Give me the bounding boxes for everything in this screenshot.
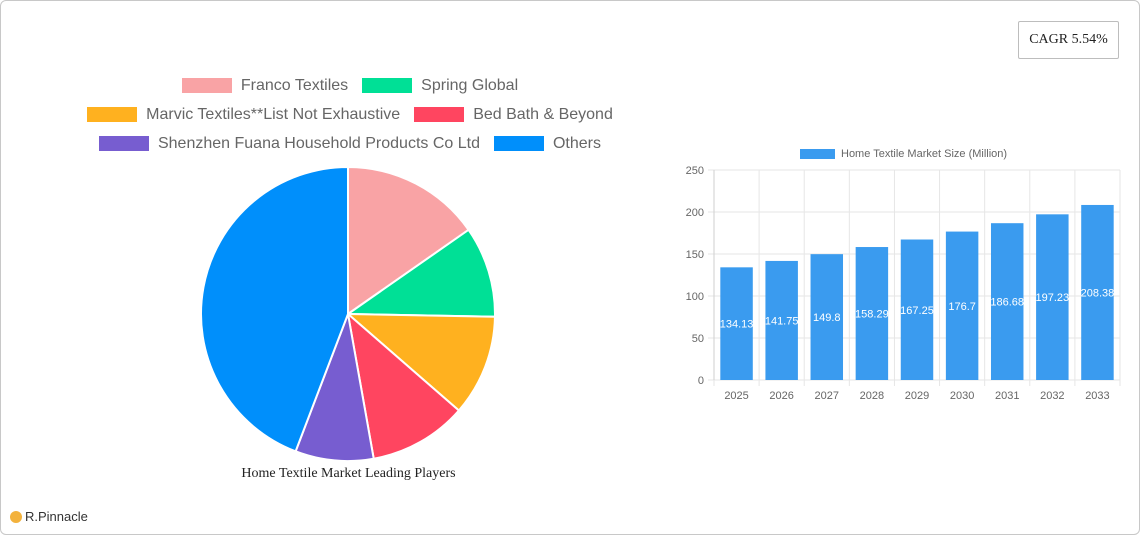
legend-swatch: [362, 78, 413, 93]
x-tick-label: 2033: [1085, 390, 1109, 402]
legend-item-shenzhen-fuana[interactable]: Shenzhen Fuana Household Products Co Ltd: [98, 134, 480, 153]
logo-text: R.Pinnacle: [25, 509, 88, 524]
bar[interactable]: [765, 260, 798, 380]
legend-label: Marvic Textiles**List Not Exhaustive: [146, 105, 401, 123]
pie-slice[interactable]: [347, 165, 470, 316]
bar-value-label: 208.38: [1081, 287, 1115, 299]
legend-label: Spring Global: [421, 76, 519, 94]
y-tick-label: 100: [686, 291, 704, 303]
bar[interactable]: [1036, 214, 1069, 380]
pie-slice[interactable]: [344, 228, 496, 318]
y-tick-label: 0: [698, 375, 704, 387]
y-tick-label: 50: [692, 333, 704, 345]
legend-item-marvic-textiles[interactable]: Marvic Textiles**List Not Exhaustive: [87, 106, 400, 124]
y-tick-label: 200: [686, 207, 704, 219]
bar[interactable]: [900, 239, 934, 380]
bar[interactable]: [810, 254, 844, 380]
legend-item-spring-global[interactable]: Spring Global: [362, 77, 518, 95]
y-tick-label: 250: [686, 165, 704, 177]
bar-legend-label: Home Textile Market Size (Million): [841, 148, 1008, 160]
legend-item-franco-textiles[interactable]: Franco Textiles: [181, 76, 349, 95]
legend-item-others[interactable]: Others: [493, 134, 601, 153]
x-tick-label: 2025: [724, 390, 748, 402]
x-tick-label: 2032: [1040, 390, 1064, 402]
legend-swatch: [800, 149, 835, 159]
x-tick-label: 2028: [860, 390, 884, 402]
logo-icon: [10, 510, 22, 523]
bar[interactable]: [720, 267, 753, 380]
legend-swatch: [181, 78, 232, 93]
bar[interactable]: [990, 223, 1024, 380]
bar[interactable]: [1081, 204, 1114, 380]
y-tick-label: 150: [686, 249, 704, 261]
bar-value-label: 134.13: [720, 319, 754, 331]
legend-label: Franco Textiles: [240, 76, 349, 94]
x-tick-label: 2031: [995, 390, 1019, 402]
bar[interactable]: [945, 231, 979, 380]
bar-value-label: 167.25: [900, 305, 934, 317]
bar[interactable]: [855, 247, 889, 380]
legend-label: Bed Bath & Beyond: [473, 105, 613, 123]
x-tick-label: 2030: [950, 390, 974, 402]
legend-swatch: [87, 107, 138, 122]
x-tick-label: 2026: [769, 390, 793, 402]
pie-slice[interactable]: [200, 165, 349, 453]
legend-swatch: [493, 136, 544, 151]
bar-value-label: 186.68: [990, 297, 1024, 309]
bar-value-label: 197.23: [1036, 292, 1070, 304]
legend-label: Shenzhen Fuana Household Products Co Ltd: [157, 134, 480, 152]
brand-logo: R.Pinnacle: [10, 509, 88, 524]
pie-chart: [200, 165, 496, 462]
x-tick-label: 2029: [905, 390, 929, 402]
bar-value-label: 176.7: [948, 301, 976, 313]
bar-legend[interactable]: Home Textile Market Size (Million): [800, 148, 1007, 160]
pie-legend: Franco Textiles Spring Global Marvic Tex…: [40, 71, 660, 158]
pie-slice[interactable]: [346, 311, 461, 460]
legend-item-bed-bath-beyond[interactable]: Bed Bath & Beyond: [414, 106, 613, 124]
legend-swatch: [414, 107, 465, 122]
cagr-badge: CAGR 5.54%: [1018, 21, 1119, 59]
bar-value-label: 158.29: [855, 309, 889, 321]
x-tick-label: 2027: [815, 390, 839, 402]
legend-swatch: [98, 136, 149, 151]
bar-value-label: 141.75: [765, 315, 799, 327]
legend-label: Others: [552, 134, 601, 152]
cagr-label: CAGR 5.54%: [1029, 32, 1108, 47]
bar-value-label: 149.8: [813, 312, 841, 324]
pie-chart-title: Home Textile Market Leading Players: [241, 466, 456, 481]
pie-slice[interactable]: [345, 312, 496, 412]
